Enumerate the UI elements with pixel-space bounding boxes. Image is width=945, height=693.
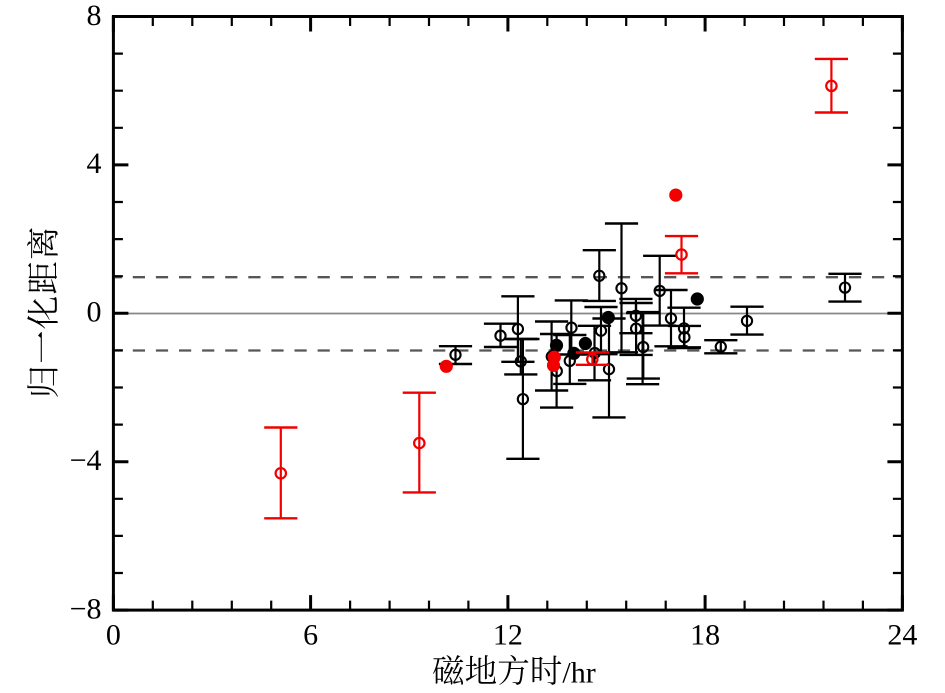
svg-text:12: 12 bbox=[493, 619, 523, 652]
svg-text:0: 0 bbox=[106, 619, 121, 652]
svg-text:0: 0 bbox=[87, 296, 102, 329]
svg-text:/hr: /hr bbox=[562, 656, 595, 689]
svg-text:−8: −8 bbox=[70, 592, 102, 625]
svg-text:18: 18 bbox=[690, 619, 720, 652]
svg-text:8: 8 bbox=[87, 0, 102, 32]
svg-text:−4: −4 bbox=[70, 444, 102, 477]
svg-text:24: 24 bbox=[887, 619, 917, 652]
svg-text:6: 6 bbox=[303, 619, 318, 652]
svg-text:4: 4 bbox=[87, 147, 102, 180]
